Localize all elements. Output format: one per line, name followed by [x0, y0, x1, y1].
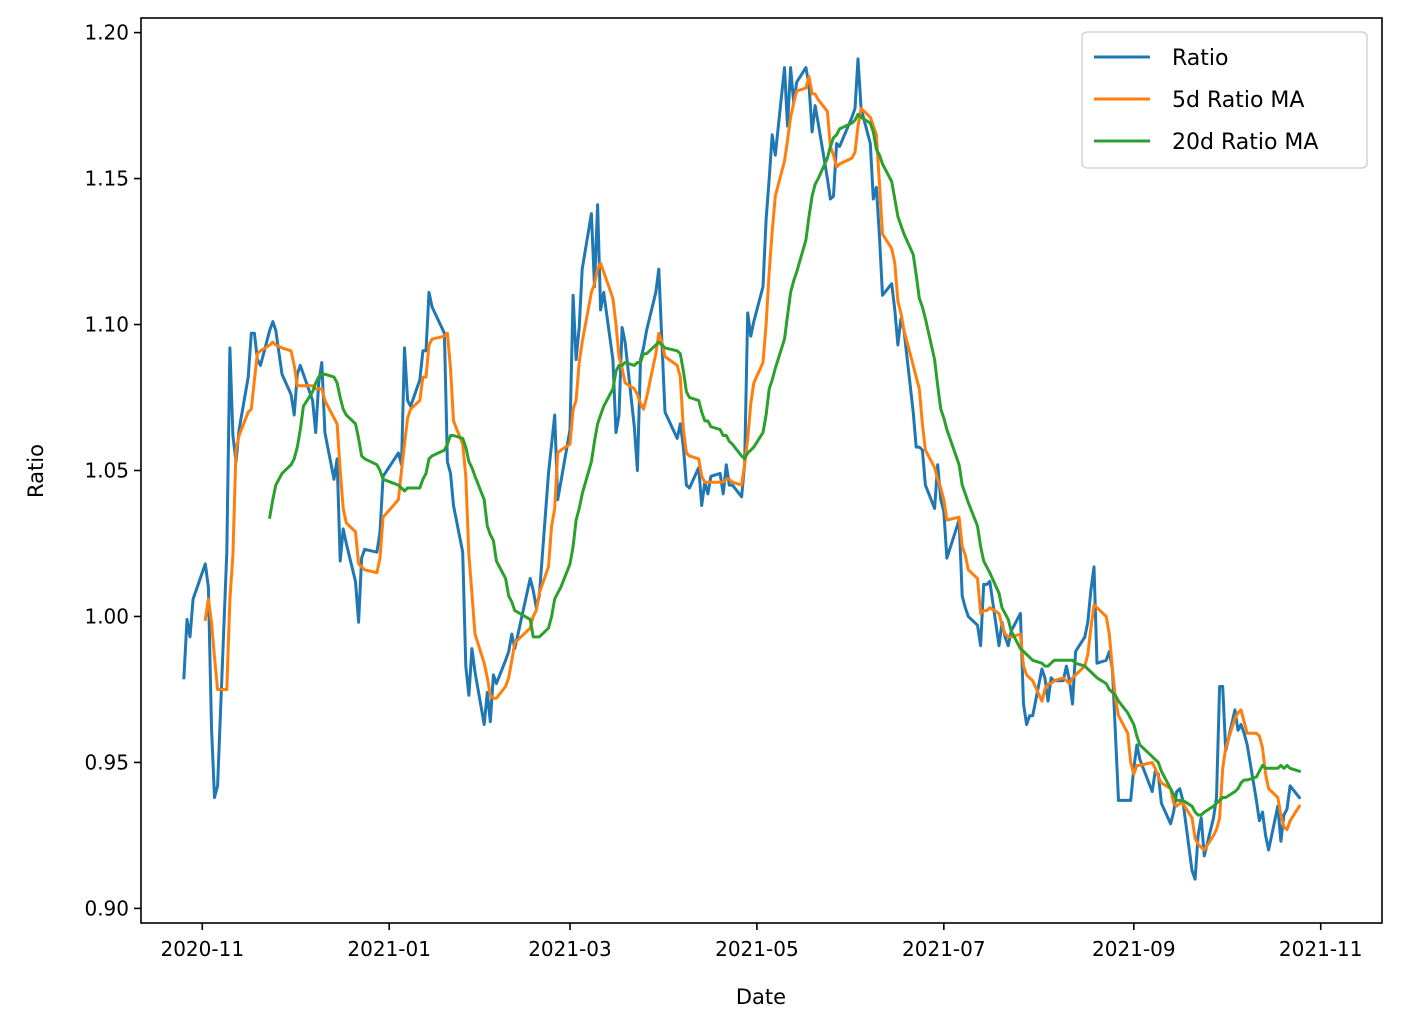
axes-frame [140, 17, 1383, 924]
axis-ticks: 2020-11 2021-01 2021-03 2021-05 2021-07 2021-… [84, 21, 1362, 961]
y-tick-label: 0.90 [84, 896, 129, 920]
legend-label-1: 5d Ratio MA [1172, 88, 1304, 113]
x-tick-label: 2021-09 [1092, 937, 1176, 961]
y-axis-label: Ratio [24, 444, 48, 498]
x-axis-label: Date [736, 985, 786, 1009]
x-tick-label: 2021-05 [715, 937, 799, 961]
y-tick-label: 1.15 [84, 167, 129, 191]
y-tick-label: 1.10 [84, 313, 129, 337]
series-line-0 [182, 57, 1302, 881]
x-tick-label: 2021-07 [902, 937, 986, 961]
x-tick-label: 2020-11 [160, 937, 244, 961]
legend: Ratio 5d Ratio MA 20d Ratio MA [1081, 31, 1368, 169]
y-tick-label: 1.20 [84, 21, 129, 45]
y-tick-label: 1.05 [84, 459, 129, 483]
x-tick-label: 2021-11 [1279, 937, 1363, 961]
y-tick-label: 0.95 [84, 750, 129, 774]
x-tick-label: 2021-03 [528, 937, 612, 961]
series-line-2 [267, 112, 1302, 817]
series-line-1 [203, 74, 1302, 852]
y-tick-label: 1.00 [84, 604, 129, 628]
legend-box [1081, 31, 1368, 169]
legend-label-0: Ratio [1172, 46, 1228, 71]
plot-area [182, 57, 1302, 881]
x-tick-label: 2021-01 [347, 937, 431, 961]
legend-label-2: 20d Ratio MA [1172, 130, 1318, 155]
